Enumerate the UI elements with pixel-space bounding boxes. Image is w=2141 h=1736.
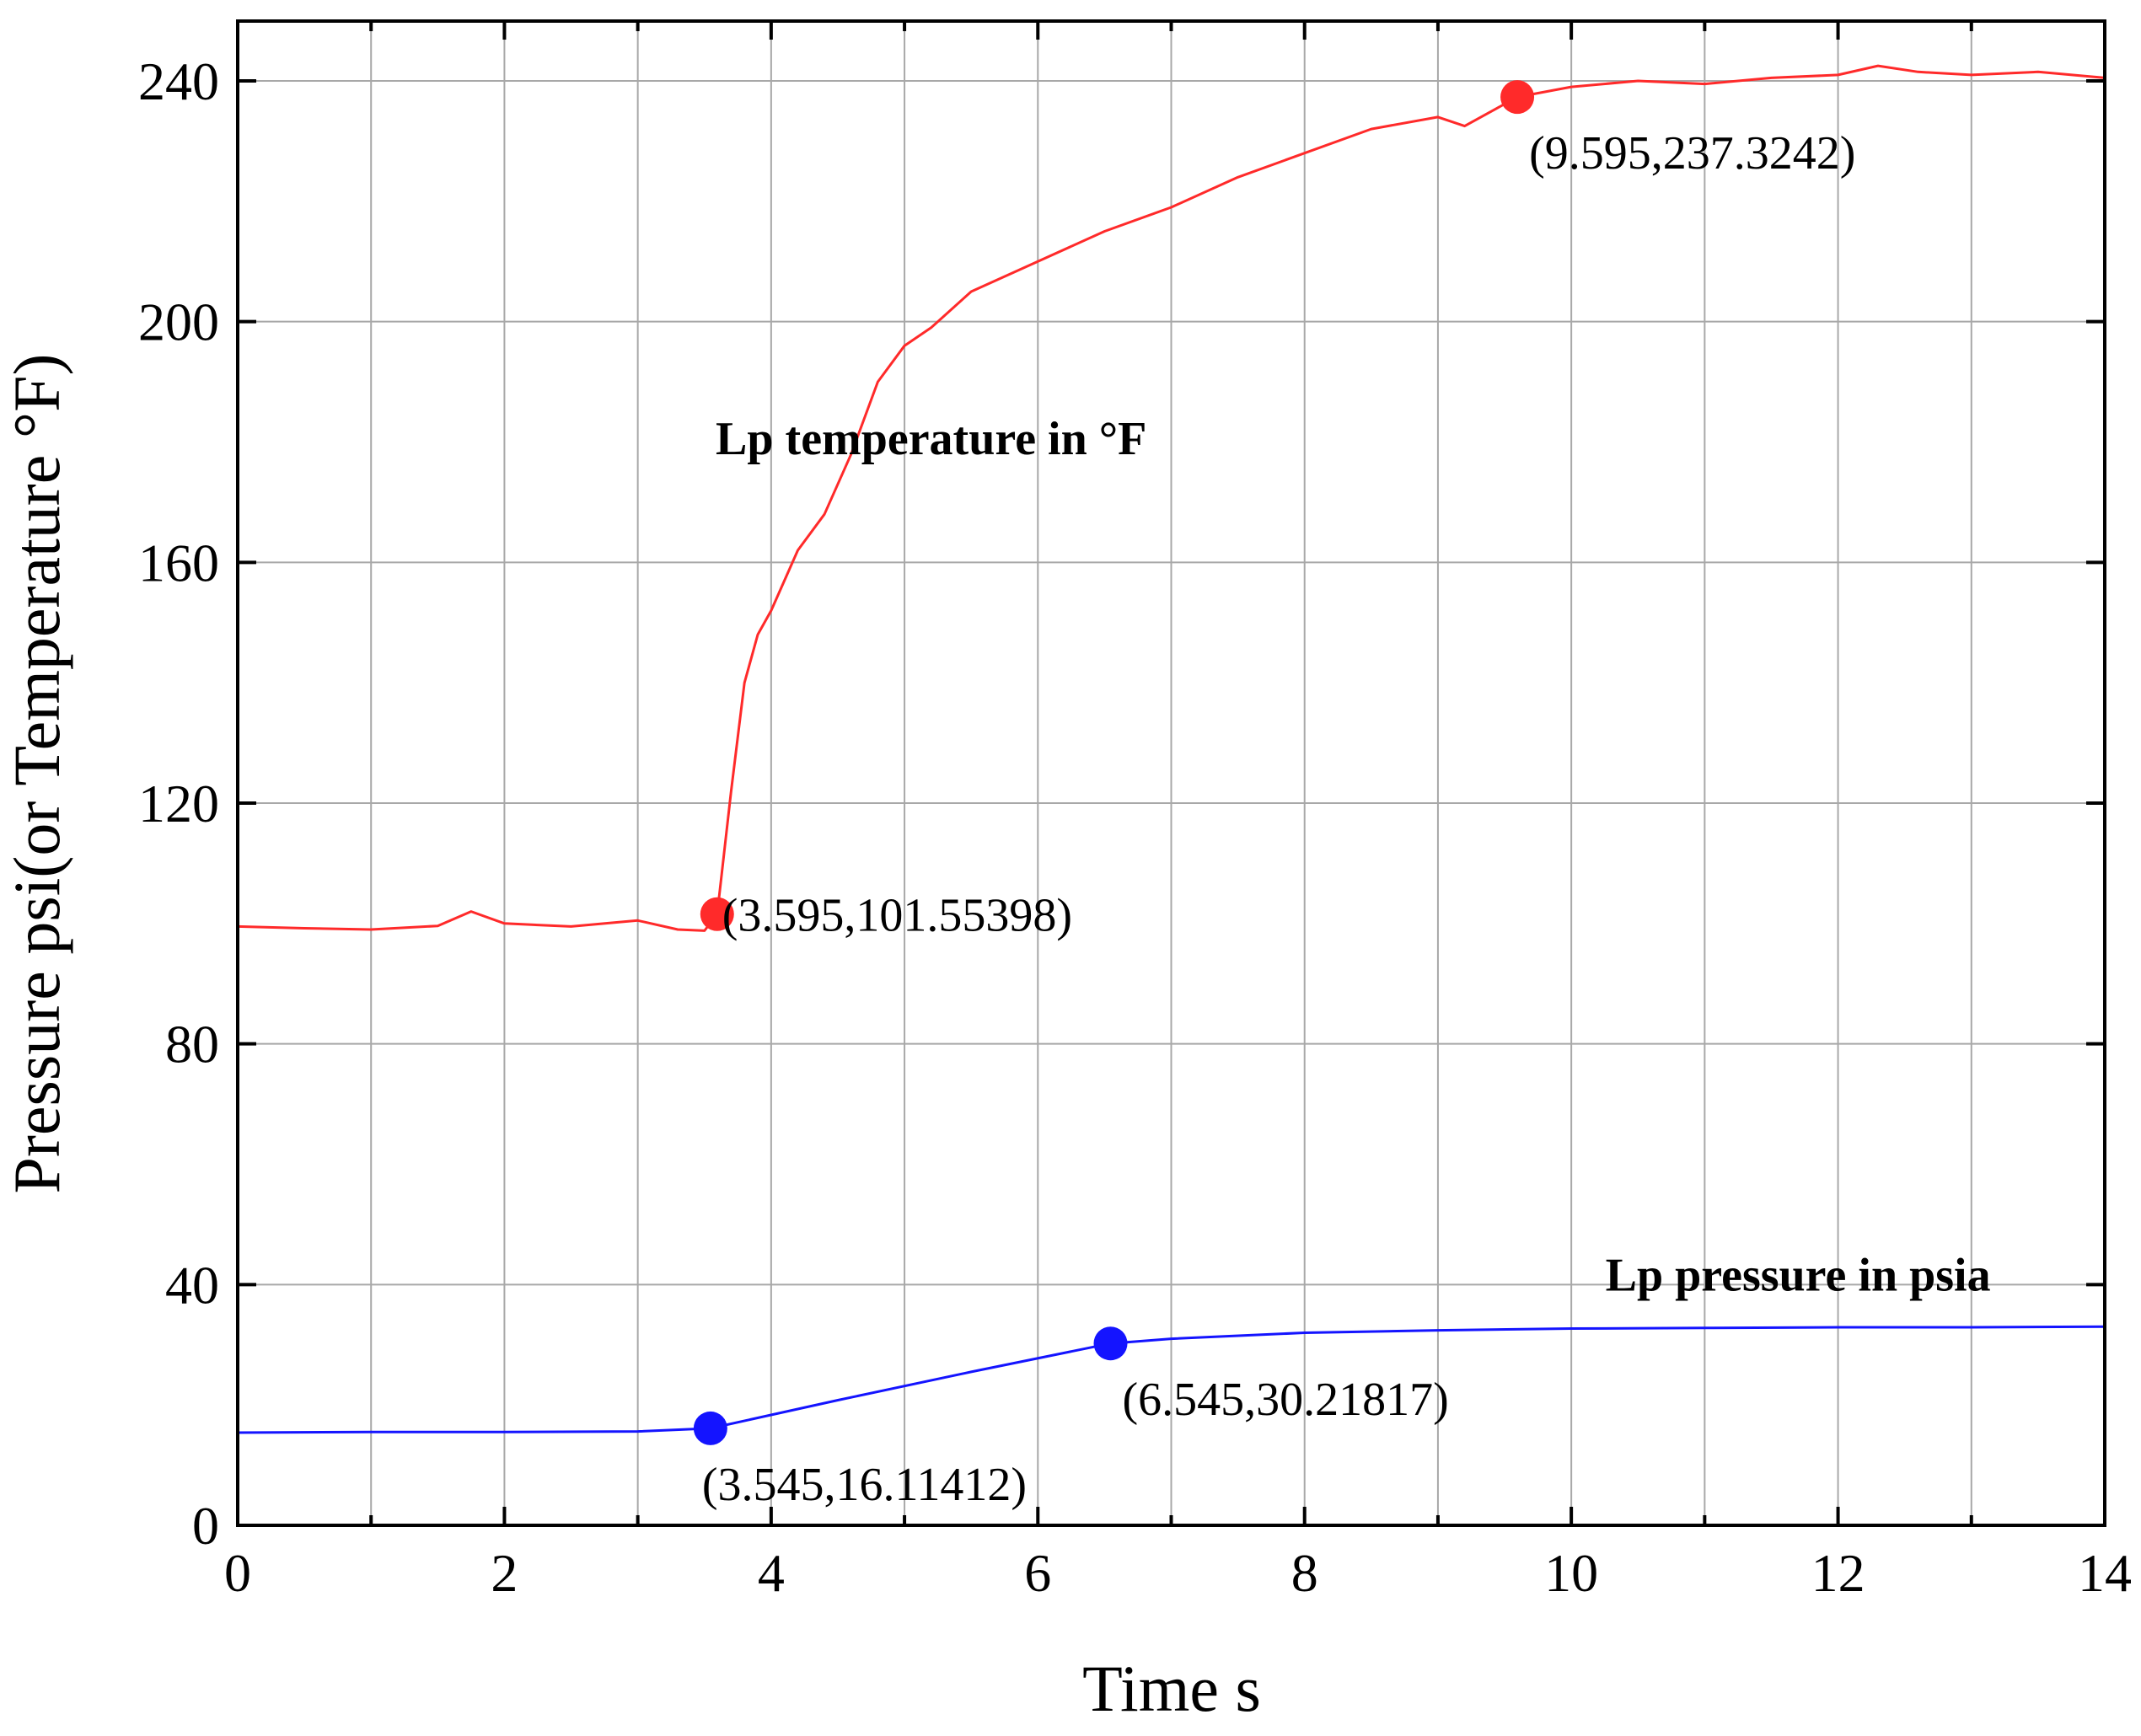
y-tick-label: 0 [192,1496,219,1556]
x-tick-label: 4 [758,1543,785,1603]
x-axis-title: Time s [1082,1652,1261,1725]
data-point-marker [693,1411,727,1445]
x-tick-label: 0 [224,1543,251,1603]
data-point-marker [1500,80,1535,115]
labels-layer: 0 2 4 6 8 10 12 14 0 40 80 120 160 200 240 Lp temperatu… [138,51,2132,1603]
y-tick-label: 160 [138,533,219,592]
y-tick-label: 200 [138,292,219,352]
data-point-label: (9.595,237.3242) [1529,127,1855,179]
x-tick-label: 6 [1024,1543,1051,1603]
x-tick-label: 2 [491,1543,518,1603]
y-axis-title: Pressure psi(or Temperature °F) [0,354,73,1194]
y-tick-label: 120 [138,774,219,833]
y-tick-label: 40 [165,1255,219,1315]
data-point-label: (3.545,16.11412) [702,1459,1027,1511]
data-point-label: (3.595,101.55398) [722,890,1072,942]
y-tick-label: 240 [138,51,219,111]
y-tick-label: 80 [165,1015,219,1074]
x-tick-label: 14 [2078,1543,2132,1603]
ticks [236,21,2106,1527]
marker-layer [693,80,1535,1445]
pressure-series-label: Lp pressure in psia [1606,1249,1991,1301]
pressure-series-line [237,1325,2106,1434]
x-tick-label: 12 [1811,1543,1865,1603]
x-tick-label: 10 [1544,1543,1598,1603]
grid [238,21,2105,1525]
series-layer [237,64,2106,1434]
data-point-marker [700,897,734,931]
x-tick-label: 8 [1291,1543,1318,1603]
temperature-series-label: Lp temperature in °F [716,413,1146,465]
temperature-series-line [237,64,2106,932]
data-point-marker [1093,1326,1128,1361]
data-point-label: (6.545,30.21817) [1123,1374,1449,1426]
